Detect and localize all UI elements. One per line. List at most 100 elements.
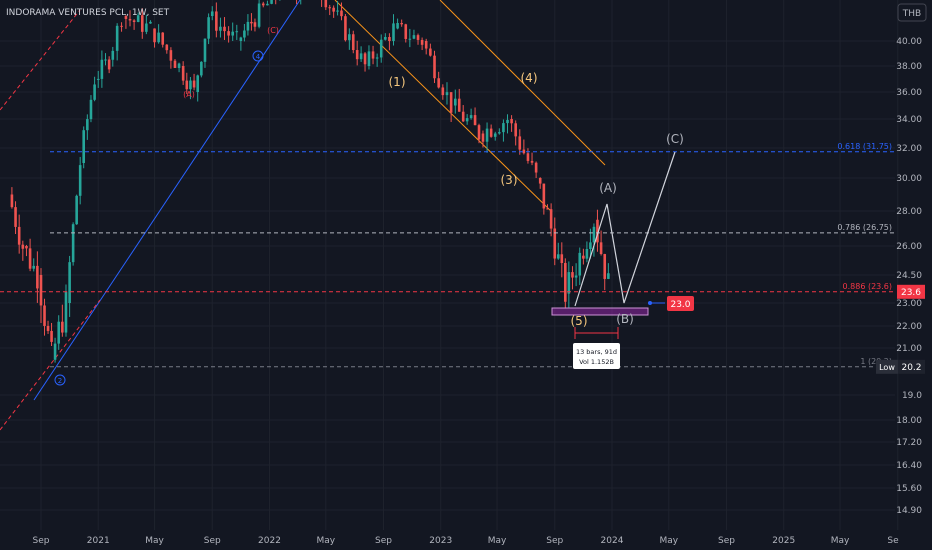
candle-body [437, 78, 440, 88]
candle-body [457, 98, 461, 112]
candle-body [196, 75, 200, 92]
candle-body [266, 3, 269, 6]
candle-body [332, 7, 335, 12]
candle-body [348, 34, 351, 41]
measure-line1: 13 bars, 91d [576, 348, 617, 356]
y-axis[interactable]: 40.00 38.00 36.00 34.00 32.00 30.00 28.00 26.00… [876, 37, 925, 516]
y-tick-label: 23.00 [896, 299, 922, 309]
candle-body [388, 37, 391, 42]
wave-label: (4) [521, 71, 538, 85]
x-axis[interactable]: Sep 2021 May Sep 2022 May Sep 2023 May Sep 2024 May… [33, 536, 900, 546]
x-tick-label: Sep [33, 536, 50, 546]
candle-body [46, 325, 50, 331]
candle-body [239, 37, 243, 41]
target-badge-bg [667, 296, 694, 311]
candle-body [227, 31, 230, 36]
candle-body [145, 23, 148, 32]
candle-body [530, 160, 534, 163]
candle-body [553, 228, 557, 259]
candle-body [25, 246, 28, 249]
wave-label: (3) [501, 173, 518, 187]
wave-label: (5) [571, 314, 588, 328]
candle-body [560, 254, 564, 264]
candle-body [574, 275, 578, 278]
candle-body [270, 0, 273, 4]
x-tick-label: Sep [375, 536, 392, 546]
y-tick-label: 19.0 [902, 391, 922, 401]
candle-body [340, 10, 343, 17]
candle-body [253, 22, 257, 27]
candle-body [140, 15, 144, 32]
candle-body [433, 55, 436, 79]
candle-body [371, 51, 375, 59]
candle-body [107, 59, 111, 70]
candle-body [104, 59, 107, 61]
candle-body [132, 20, 136, 22]
candle-body [384, 37, 387, 40]
candle-body [578, 252, 582, 276]
candle-body [36, 265, 39, 289]
candle-body [215, 11, 218, 31]
x-tick-label: 2021 [87, 536, 110, 546]
candle-body [96, 78, 100, 80]
candle-body [336, 10, 339, 12]
target-badge-label: 23.0 [670, 300, 690, 310]
y-tick-label: 32.00 [896, 144, 922, 154]
measure-line2: Vol 1.152B [579, 358, 614, 366]
candle-body [128, 18, 132, 21]
candle-body [68, 262, 71, 303]
measure-box-bg [573, 343, 620, 369]
support-zone [551, 307, 649, 316]
candle-body [514, 123, 517, 137]
x-tick-label: May [659, 536, 678, 546]
candle-body [17, 226, 21, 245]
candle-body [367, 51, 371, 66]
x-tick-label: Sep [204, 536, 221, 546]
candle-body [200, 61, 203, 76]
candle-body [396, 23, 399, 29]
y-tick-label: 28.00 [896, 207, 922, 217]
candle-body [502, 123, 505, 133]
candle-body [445, 92, 449, 96]
wave-label: (C) [267, 26, 279, 35]
candle-body [21, 244, 25, 249]
candle-body [153, 28, 156, 43]
candle-body [493, 133, 497, 137]
x-tick-label: May [488, 536, 507, 546]
candle-layer [10, 0, 610, 363]
candle-body [506, 119, 509, 124]
y-tick-label: 26.00 [896, 242, 922, 252]
wave-circle [54, 374, 66, 386]
candle-body [203, 38, 207, 62]
candle-body [441, 87, 445, 96]
y-tick-label: 36.00 [896, 88, 922, 98]
candle-body [582, 255, 585, 259]
candle-body [404, 24, 408, 39]
candle-body [57, 321, 61, 344]
y-tick-label: 22.00 [896, 322, 922, 332]
channel-lower [334, 0, 553, 213]
candle-body [223, 26, 226, 32]
candle-body [32, 265, 36, 269]
candle-body [546, 208, 549, 210]
candle-body [420, 39, 424, 45]
candle-body [246, 21, 250, 31]
currency-badge[interactable]: THB [897, 3, 927, 22]
wave-label: (C) [666, 132, 684, 146]
wave-label: (A) [599, 181, 617, 195]
candle-body [549, 209, 553, 229]
candle-body [534, 162, 538, 173]
x-tick-label: May [145, 536, 164, 546]
candle-body [571, 272, 574, 278]
candle-body [78, 165, 82, 196]
candle-body [328, 7, 332, 9]
candle-body [363, 53, 367, 65]
candle-body [50, 330, 53, 342]
candle-body [607, 273, 610, 279]
fib-level-label: 0.786 (26.75) [837, 223, 892, 232]
candle-body [400, 23, 403, 25]
candle-body [257, 3, 261, 27]
candle-body [169, 50, 173, 61]
